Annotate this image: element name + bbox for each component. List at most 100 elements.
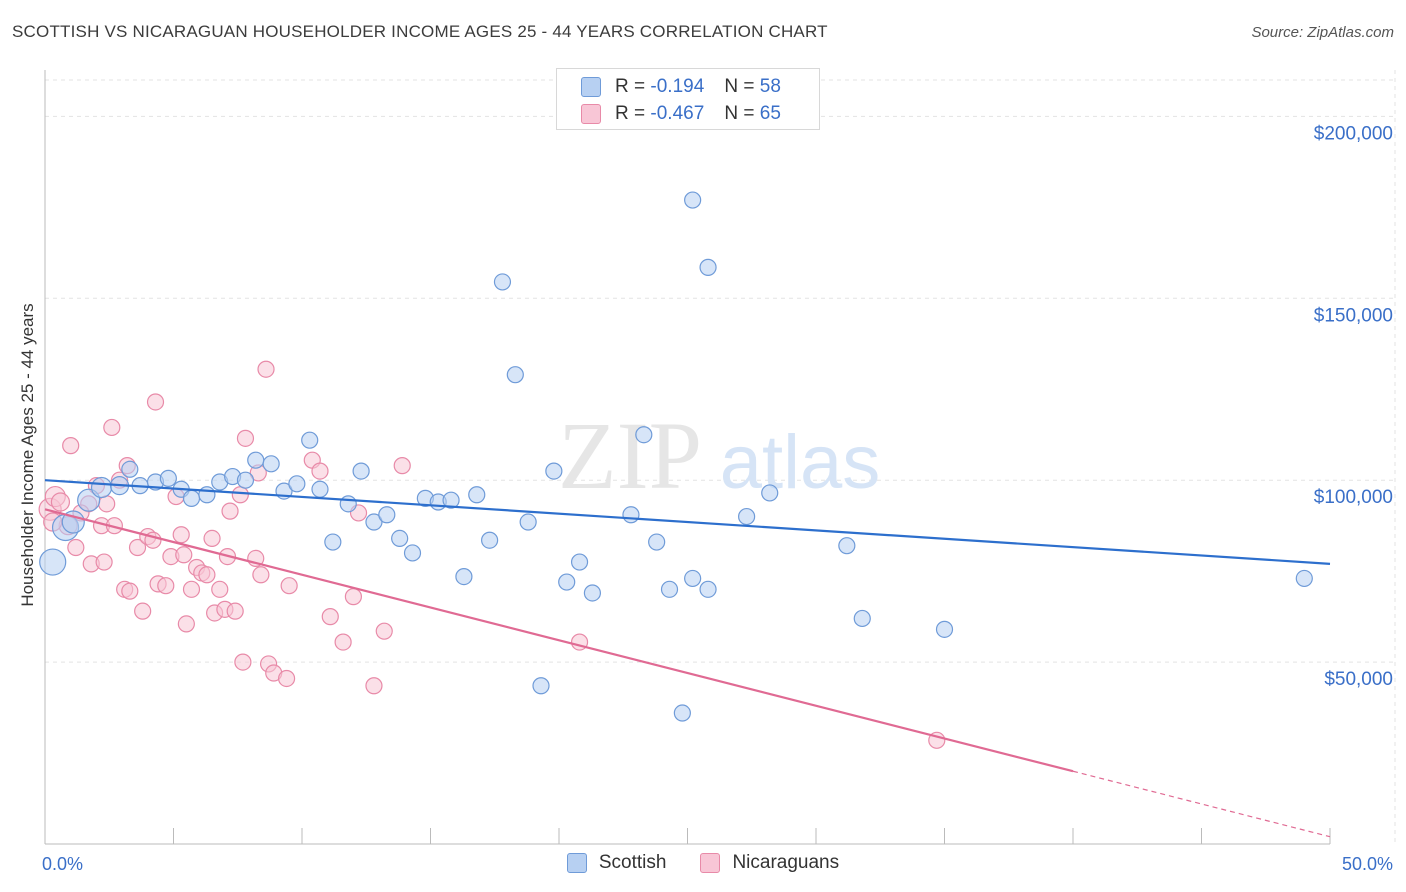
source-credit: Source: ZipAtlas.com <box>1251 24 1394 41</box>
scottish-point <box>622 506 640 524</box>
nicaraguans-point <box>252 566 270 584</box>
r-label: R = <box>615 103 646 124</box>
scottish-point <box>339 495 357 513</box>
nicaraguans-point <box>393 457 411 475</box>
watermark-atlas: atlas <box>720 420 881 505</box>
legend-item-scottish[interactable]: Scottish <box>566 852 666 874</box>
watermark-zip: ZIP <box>558 402 702 509</box>
nicaraguans-point <box>177 615 195 633</box>
scottish-point <box>90 476 113 499</box>
scottish-point <box>468 486 486 504</box>
scottish-point <box>673 704 691 722</box>
y-axis-label: Householder Income Ages 25 - 44 years <box>18 303 37 607</box>
nicaraguans-point <box>62 437 80 455</box>
n-value: 58 <box>759 76 781 97</box>
scottish-point <box>378 506 396 524</box>
scottish-point <box>493 273 512 291</box>
nicaraguans-point <box>67 538 85 557</box>
scottish-point <box>288 475 306 493</box>
nicaraguans-point <box>334 633 352 651</box>
nicaraguans-point <box>231 486 249 504</box>
nicaraguans-point <box>234 653 252 671</box>
nicaraguans-point <box>50 492 71 512</box>
scottish-point <box>684 569 702 588</box>
y-tick-label: $200,000 <box>1314 123 1393 144</box>
nicaraguans-point <box>121 582 139 600</box>
nicaraguans-point <box>98 495 116 513</box>
scottish-point <box>519 513 537 531</box>
nicaraguans-point <box>146 393 165 411</box>
scottish-point <box>311 480 329 498</box>
scottish-point <box>935 620 954 638</box>
scottish-point <box>159 469 177 487</box>
nicaraguans-trend-extension <box>1072 770 1331 838</box>
scottish-point <box>738 507 756 526</box>
nicaraguans-point <box>95 553 113 571</box>
y-tick-labels: $50,000 $100,000 $150,000 $200,000 <box>1314 123 1393 690</box>
correlation-legend: R = -0.194 N = 58 R = -0.467 N = 65 <box>556 68 820 130</box>
scottish-point <box>182 489 201 507</box>
nicaraguans-point <box>344 588 362 606</box>
scottish-point <box>247 451 265 469</box>
nicaraguans-point <box>221 502 239 520</box>
scottish-swatch <box>566 853 587 873</box>
scottish-point <box>635 426 653 444</box>
nicaraguans-point <box>198 566 216 584</box>
nicaraguans-point <box>365 677 383 695</box>
scottish-point <box>198 486 216 504</box>
watermark: ZIP atlas <box>558 402 880 509</box>
nicaraguans-point <box>211 580 229 598</box>
nicaraguans-point <box>321 608 339 626</box>
scottish-point <box>352 462 370 480</box>
scottish-point <box>365 513 383 531</box>
scottish-point <box>648 533 666 551</box>
nicaraguans-swatch <box>581 104 601 124</box>
scottish-point <box>481 531 499 549</box>
nicaraguans-trend-line <box>44 508 1074 773</box>
scottish-point <box>262 455 280 473</box>
x-tick-labels: 0.0% 50.0% <box>42 854 1393 874</box>
scottish-point <box>853 609 871 628</box>
series-legend: Scottish Nicaraguans <box>0 852 1406 874</box>
scottish-point <box>455 567 473 586</box>
n-value: 65 <box>759 103 781 124</box>
scottish-point <box>236 471 255 489</box>
scottish-point <box>391 529 409 548</box>
nicaraguans-point <box>257 360 275 378</box>
scottish-point <box>660 580 679 598</box>
x-tick-label-min: 0.0% <box>42 854 83 874</box>
scottish-trend-line <box>44 479 1331 565</box>
scottish-point <box>121 460 139 478</box>
scottish-point <box>506 366 524 384</box>
axes <box>44 70 1331 845</box>
scottish-point <box>301 431 319 449</box>
y-tick-label: $100,000 <box>1314 487 1393 508</box>
nicaraguans-point <box>128 538 147 557</box>
scottish-point <box>545 462 563 480</box>
trend-lines <box>44 479 1331 838</box>
scottish-point <box>761 484 779 502</box>
scottish-point <box>1295 569 1313 588</box>
scottish-point <box>442 491 460 509</box>
scottish-point <box>39 548 67 576</box>
scottish-point <box>570 553 589 571</box>
scottish-point <box>684 191 702 209</box>
nicaraguans-point <box>226 602 244 620</box>
scottish-point <box>558 573 576 591</box>
legend-label: Nicaraguans <box>732 852 840 873</box>
scottish-point <box>403 544 422 562</box>
x-tick-label-max: 50.0% <box>1342 854 1393 874</box>
scottish-point <box>532 677 550 695</box>
nicaraguans-point <box>280 577 298 595</box>
legend-item-nicaraguans[interactable]: Nicaraguans <box>700 852 839 874</box>
n-label: N = <box>724 76 755 97</box>
n-label: N = <box>724 103 755 124</box>
nicaraguans-point <box>203 529 221 548</box>
legend-row-nicaraguans: R = -0.467 N = 65 <box>581 101 781 127</box>
nicaraguans-point <box>236 429 255 447</box>
scottish-swatch <box>581 77 601 97</box>
nicaraguans-point <box>375 622 393 640</box>
nicaraguans-points <box>38 360 946 749</box>
nicaraguans-point <box>172 526 190 544</box>
scottish-point <box>583 584 602 602</box>
